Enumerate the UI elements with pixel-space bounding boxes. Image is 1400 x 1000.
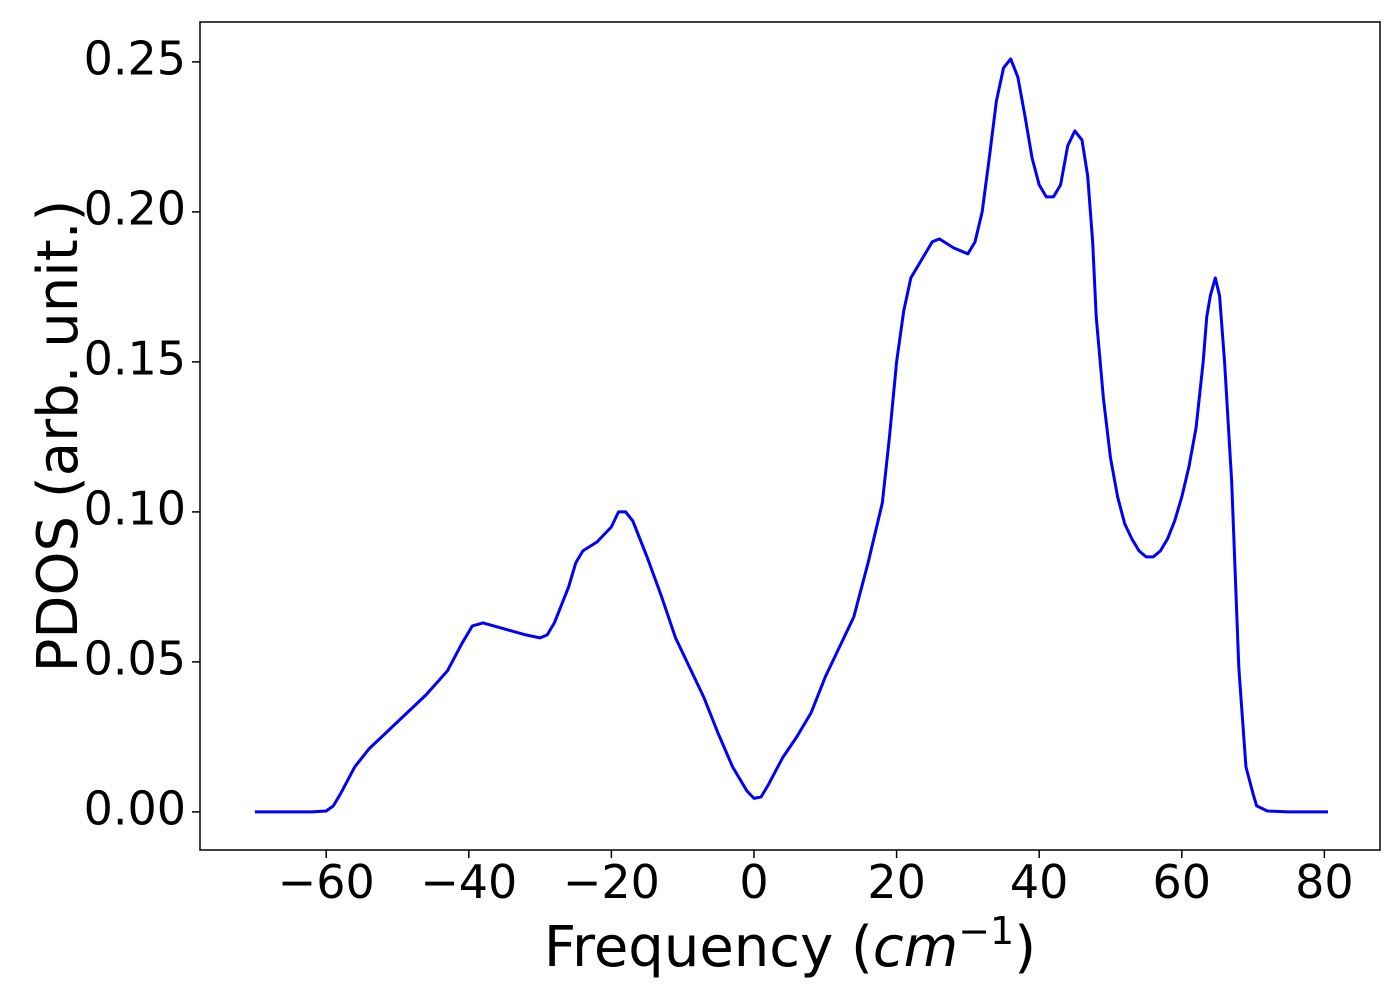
y-axis-label: PDOS (arb. unit.) — [26, 200, 91, 673]
y-tick-label: 0.20 — [84, 181, 186, 235]
x-tick-label: 0 — [739, 855, 768, 909]
x-tick-label: 20 — [867, 855, 926, 909]
x-tick-label: −40 — [420, 855, 517, 909]
y-tick-label: 0.05 — [84, 631, 186, 685]
data-line — [254, 57, 1328, 814]
plot-frame — [199, 21, 1381, 851]
x-axis-label-close: ) — [1014, 915, 1036, 980]
x-axis-label-unit: cm — [873, 915, 958, 980]
x-tick-label: −20 — [563, 855, 660, 909]
x-axis-label-text: Frequency ( — [544, 915, 873, 980]
x-tick-label: 80 — [1295, 855, 1354, 909]
y-tick-label: 0.15 — [84, 331, 186, 385]
y-tick-label: 0.00 — [84, 781, 186, 835]
y-tick-label: 0.10 — [84, 481, 186, 535]
x-axis-label-exponent: −1 — [958, 909, 1014, 953]
x-tick-label: 40 — [1010, 855, 1069, 909]
x-tick-label: −60 — [278, 855, 375, 909]
y-tick-label: 0.25 — [84, 31, 186, 85]
x-axis-label: Frequency (cm−1) — [544, 909, 1036, 980]
x-tick-label: 60 — [1153, 855, 1212, 909]
